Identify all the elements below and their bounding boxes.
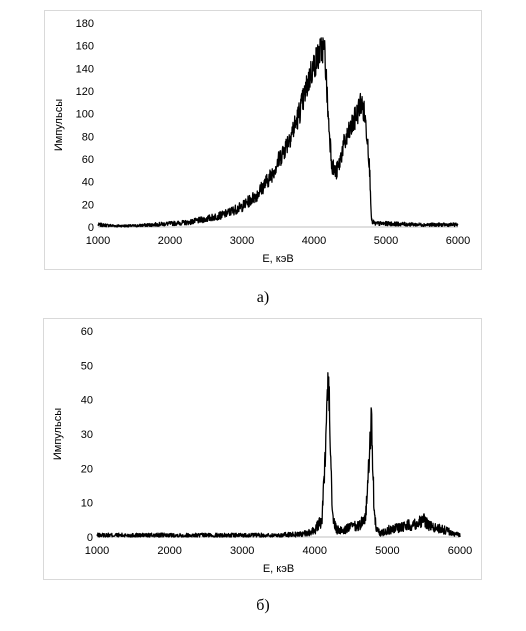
chart-a-y-tick-6: 120 (76, 86, 94, 98)
chart-a-plot: 0 20 40 60 80 100 120 140 160 180 1000 2000 3000 4000… (53, 18, 470, 265)
chart-b-plot: 0 10 20 30 40 50 60 1000 2000 3000 4000 5000 6000 E, … (52, 326, 472, 575)
chart-b-y-axis-title: Импульсы (52, 408, 64, 460)
chart-b-y-tick-6: 60 (81, 326, 93, 338)
chart-a-x-tick-3: 4000 (302, 235, 326, 247)
chart-a-y-tick-4: 80 (82, 131, 94, 143)
chart-a-y-tick-3: 60 (82, 154, 94, 166)
chart-a-x-axis-title: E, кэВ (262, 253, 293, 265)
chart-a-x-tick-1: 2000 (158, 235, 182, 247)
chart-b-x-tick-1: 2000 (157, 545, 181, 557)
chart-a-y-tick-8: 160 (76, 41, 94, 53)
chart-a-frame: 0 20 40 60 80 100 120 140 160 180 1000 2000 3000 4000… (44, 10, 482, 270)
chart-a-y-tick-0: 0 (88, 222, 94, 234)
chart-b-x-axis-title: E, кэВ (263, 563, 294, 575)
chart-a-y-axis-title: Импульсы (53, 99, 65, 151)
chart-b-series-line (96, 372, 461, 538)
chart-b-x-tick-4: 5000 (375, 545, 399, 557)
chart-b-y-tick-0: 0 (87, 532, 93, 544)
chart-a-x-tick-4: 5000 (374, 235, 398, 247)
chart-b-x-tick-3: 4000 (303, 545, 327, 557)
chart-a-x-tick-2: 3000 (230, 235, 254, 247)
chart-b-frame: 0 10 20 30 40 50 60 1000 2000 3000 4000 5000 6000 E, … (43, 318, 482, 580)
chart-b-y-tick-2: 20 (81, 463, 93, 475)
chart-a-y-tick-5: 100 (76, 109, 94, 121)
chart-a-y-tick-1: 20 (82, 199, 94, 211)
chart-a-caption: а) (256, 289, 270, 306)
chart-b-x-tick-5: 6000 (448, 545, 472, 557)
chart-b-y-tick-5: 50 (81, 360, 93, 372)
chart-a-y-tick-9: 180 (76, 18, 94, 30)
chart-b-y-tick-1: 10 (81, 498, 93, 510)
chart-b-x-tick-0: 1000 (85, 545, 109, 557)
chart-a-x-tick-0: 1000 (86, 235, 110, 247)
chart-a-x-tick-5: 6000 (446, 235, 470, 247)
chart-b-caption: б) (256, 597, 270, 614)
chart-b-y-tick-4: 40 (81, 395, 93, 407)
chart-a-y-tick-7: 140 (76, 63, 94, 75)
chart-b-y-tick-3: 30 (81, 429, 93, 441)
chart-a-y-tick-2: 40 (82, 177, 94, 189)
chart-a-series-line (97, 37, 459, 228)
chart-b-x-tick-2: 3000 (230, 545, 254, 557)
